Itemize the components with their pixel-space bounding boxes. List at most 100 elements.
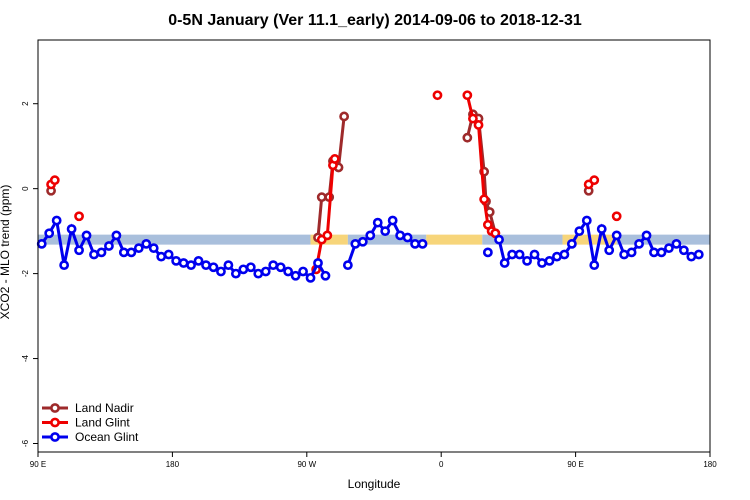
data-point bbox=[589, 175, 600, 186]
data-point bbox=[499, 258, 510, 268]
data-point bbox=[96, 247, 107, 258]
data-point bbox=[365, 230, 376, 241]
data-point bbox=[402, 232, 413, 243]
data-point bbox=[74, 211, 84, 222]
data-point bbox=[387, 215, 398, 226]
y-tick-label: -6 bbox=[21, 439, 30, 447]
data-point bbox=[432, 90, 443, 101]
legend-marker bbox=[50, 417, 60, 428]
data-point bbox=[604, 245, 615, 256]
data-point bbox=[163, 249, 174, 260]
data-point bbox=[529, 249, 540, 260]
band-segment bbox=[38, 234, 311, 245]
legend-item: Ocean Glint bbox=[42, 430, 139, 444]
data-point bbox=[589, 260, 600, 271]
data-point bbox=[339, 111, 350, 122]
data-point bbox=[417, 238, 428, 249]
data-point bbox=[208, 262, 219, 273]
data-point bbox=[342, 260, 353, 271]
data-point bbox=[126, 247, 137, 258]
legend-item: Land Nadir bbox=[42, 401, 134, 415]
data-point bbox=[619, 249, 630, 260]
data-point bbox=[656, 247, 667, 258]
data-point bbox=[148, 243, 159, 254]
data-point bbox=[678, 245, 689, 256]
data-point bbox=[104, 241, 114, 251]
data-point bbox=[230, 268, 241, 279]
data-point bbox=[59, 260, 70, 271]
band-segment bbox=[347, 234, 427, 245]
x-axis-label: Longitude bbox=[348, 477, 401, 491]
data-point bbox=[410, 238, 420, 249]
data-point bbox=[514, 249, 525, 260]
data-point bbox=[36, 238, 47, 249]
legend-label: Ocean Glint bbox=[75, 430, 139, 444]
data-point bbox=[664, 243, 674, 254]
y-tick-label: 0 bbox=[21, 186, 30, 191]
data-point bbox=[51, 215, 62, 226]
y-tick-label: -2 bbox=[21, 270, 30, 278]
data-point bbox=[329, 154, 340, 164]
data-point bbox=[611, 230, 622, 241]
data-point bbox=[216, 266, 226, 277]
x-tick-label: 180 bbox=[703, 460, 717, 469]
data-point bbox=[193, 255, 204, 266]
data-point bbox=[468, 113, 478, 124]
data-point bbox=[223, 260, 234, 271]
legend-item: Land Glint bbox=[42, 416, 130, 430]
data-point bbox=[537, 258, 547, 268]
band-segment bbox=[426, 234, 483, 245]
data-point bbox=[507, 249, 518, 260]
data-point bbox=[283, 266, 294, 277]
data-point bbox=[634, 238, 644, 249]
band-segment bbox=[616, 234, 710, 245]
data-point bbox=[156, 251, 167, 262]
data-point bbox=[320, 270, 331, 281]
data-point bbox=[74, 245, 84, 256]
data-point bbox=[574, 226, 585, 237]
data-point bbox=[305, 272, 316, 283]
data-point bbox=[649, 247, 659, 258]
plot-frame bbox=[37, 39, 711, 453]
legend-marker bbox=[50, 403, 60, 413]
data-point bbox=[171, 255, 182, 266]
data-point bbox=[260, 266, 271, 277]
series-land-nadir bbox=[46, 109, 594, 243]
data-point bbox=[395, 230, 406, 241]
data-point bbox=[44, 228, 55, 239]
data-point bbox=[186, 260, 196, 271]
data-point bbox=[494, 234, 504, 245]
data-point bbox=[544, 255, 555, 266]
data-point bbox=[322, 230, 333, 241]
data-point bbox=[238, 264, 249, 275]
x-tick-label: 90 E bbox=[30, 460, 46, 469]
data-point bbox=[141, 238, 152, 249]
data-point bbox=[462, 90, 473, 101]
data-point bbox=[357, 236, 368, 247]
data-point bbox=[298, 266, 308, 277]
y-axis: 2 0 -2 -4 -6 bbox=[21, 101, 38, 447]
data-point bbox=[462, 132, 473, 143]
data-point bbox=[66, 224, 77, 234]
data-point bbox=[89, 249, 99, 260]
data-point bbox=[253, 268, 264, 279]
data-point bbox=[611, 211, 622, 222]
data-point bbox=[686, 251, 697, 262]
chart-title: 0-5N January (Ver 11.1_early) 2014-09-06… bbox=[168, 12, 582, 29]
legend-label: Land Nadir bbox=[75, 401, 134, 415]
data-point bbox=[596, 224, 607, 234]
y-axis-label: XCO2 - MLO trend (ppm) bbox=[0, 185, 12, 320]
x-axis: 90 E 180 90 W 0 90 E 180 bbox=[30, 452, 717, 469]
data-point bbox=[313, 258, 323, 268]
data-point bbox=[693, 249, 704, 260]
data-point bbox=[201, 260, 211, 271]
data-point bbox=[626, 247, 637, 258]
data-point bbox=[372, 217, 383, 228]
x-tick-label: 90 W bbox=[297, 460, 316, 469]
y-tick-label: 2 bbox=[21, 101, 30, 106]
data-point bbox=[111, 230, 122, 241]
data-point bbox=[641, 230, 652, 241]
data-point bbox=[380, 226, 391, 237]
